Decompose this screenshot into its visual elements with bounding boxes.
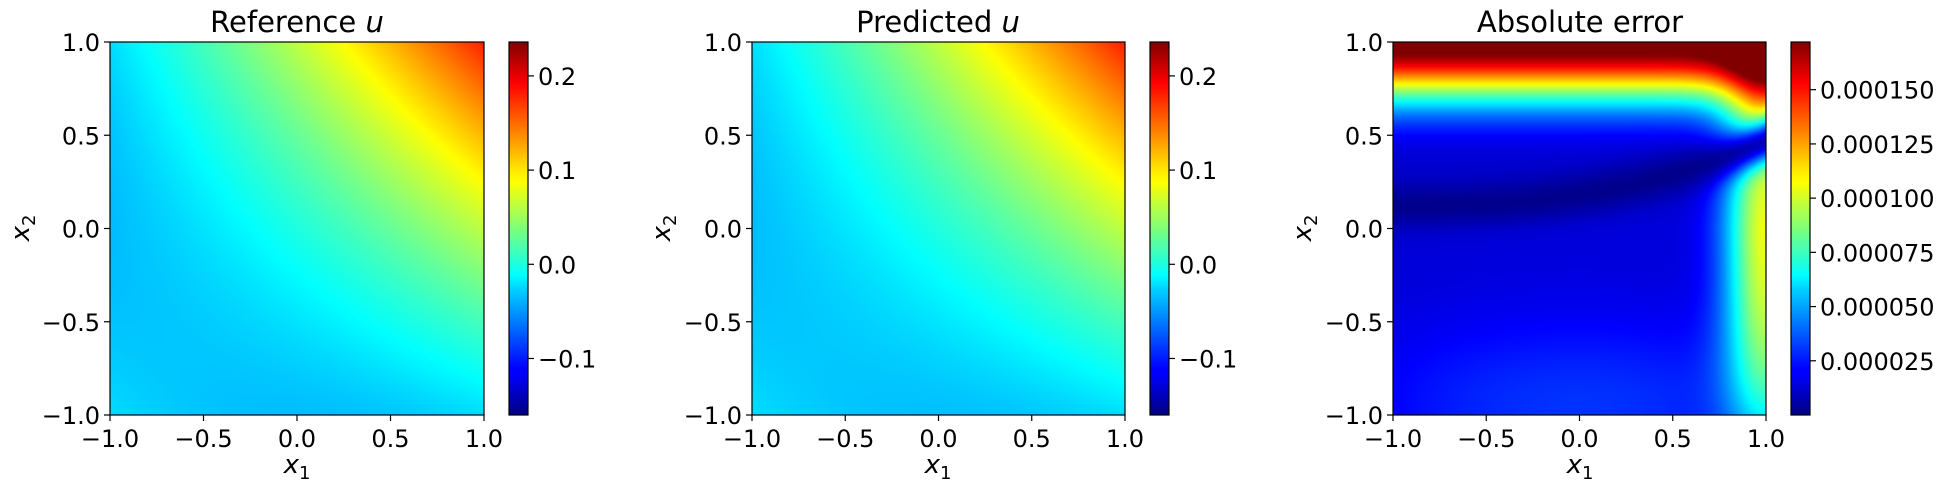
colorbar-tick-label: 0.000150 <box>1820 77 1935 105</box>
y-tick-label: 0.5 <box>704 122 742 150</box>
y-ticks: −1.0 −0.5 0.0 0.5 1.0 <box>42 29 110 430</box>
y-tick-label: 0.5 <box>62 122 100 150</box>
x-tick-label: −1.0 <box>723 425 781 453</box>
y-tick-label: 0.0 <box>704 216 742 244</box>
colorbar <box>1790 41 1811 416</box>
x-tick-label: 0.0 <box>919 425 957 453</box>
y-tick-label: 0.0 <box>62 216 100 244</box>
y-ticks: −1.0 −0.5 0.0 0.5 1.0 <box>684 29 752 430</box>
colorbar-ticks: 0.000025 0.000050 0.000075 0.000100 0.000125… <box>1810 77 1935 376</box>
x-tick-label: 1.0 <box>1106 425 1144 453</box>
x-tick-label: 1.0 <box>1747 425 1785 453</box>
x-tick-label: −1.0 <box>1364 425 1422 453</box>
y-tick-label: 1.0 <box>62 29 100 57</box>
x-axis-label: x1 <box>924 450 952 484</box>
colorbar-tick-label: 0.2 <box>1179 63 1217 91</box>
x-tick-label: 0.5 <box>371 425 409 453</box>
heatmap-image <box>1393 42 1766 415</box>
colorbar-tick-label: 0.000025 <box>1820 348 1935 376</box>
y-tick-label: −1.0 <box>1325 402 1383 430</box>
panel-absolute-error: Absolute error −1.0 −0.5 0.0 0.5 1.0 −1.0 −0.… <box>1288 5 1935 484</box>
x-tick-label: −0.5 <box>174 425 232 453</box>
y-tick-label: 0.0 <box>1345 216 1383 244</box>
colorbar <box>1149 41 1170 416</box>
x-ticks: −1.0 −0.5 0.0 0.5 1.0 <box>81 415 503 453</box>
x-tick-label: −1.0 <box>81 425 139 453</box>
x-ticks: −1.0 −0.5 0.0 0.5 1.0 <box>1364 415 1785 453</box>
x-tick-label: −0.5 <box>816 425 874 453</box>
colorbar-tick-label: 0.000075 <box>1820 239 1935 267</box>
y-tick-label: −1.0 <box>42 402 100 430</box>
colorbar-tick-label: 0.000100 <box>1820 185 1935 213</box>
y-axis-label: x2 <box>1288 215 1322 243</box>
y-ticks: −1.0 −0.5 0.0 0.5 1.0 <box>1325 29 1393 430</box>
panel-reference: Reference u −1.0 −0.5 0.0 0.5 1.0 −1.0 −0.5 0.… <box>6 5 596 484</box>
heatmap-image <box>110 42 484 415</box>
colorbar-ticks: −0.1 0.0 0.1 0.2 <box>1169 63 1237 373</box>
panel-title: Absolute error <box>1477 5 1683 39</box>
y-axis-label: x2 <box>647 215 681 243</box>
colorbar-tick-label: 0.000050 <box>1820 294 1935 322</box>
y-tick-label: −0.5 <box>42 309 100 337</box>
panel-predicted: Predicted u −1.0 −0.5 0.0 0.5 1.0 −1.0 −0.5 0.… <box>647 5 1237 484</box>
heatmap-image <box>752 42 1125 415</box>
y-tick-label: 1.0 <box>1345 29 1383 57</box>
x-tick-label: 0.0 <box>1560 425 1598 453</box>
x-tick-label: 0.5 <box>1013 425 1051 453</box>
colorbar-tick-label: 0.1 <box>1179 157 1217 185</box>
y-tick-label: −0.5 <box>684 309 742 337</box>
colorbar-tick-label: −0.1 <box>1179 345 1237 373</box>
y-tick-label: 1.0 <box>704 29 742 57</box>
colorbar-tick-label: 0.0 <box>1179 251 1217 279</box>
y-tick-label: −1.0 <box>684 402 742 430</box>
colorbar <box>508 41 529 416</box>
panel-title: Reference u <box>210 5 384 39</box>
colorbar-tick-label: 0.0 <box>538 251 576 279</box>
x-tick-label: 1.0 <box>465 425 503 453</box>
colorbar-tick-label: 0.2 <box>538 63 576 91</box>
colorbar-tick-label: 0.000125 <box>1820 131 1935 159</box>
colorbar-ticks: −0.1 0.0 0.1 0.2 <box>528 63 596 373</box>
x-tick-label: −0.5 <box>1457 425 1515 453</box>
y-tick-label: 0.5 <box>1345 122 1383 150</box>
x-axis-label: x1 <box>283 450 311 484</box>
panel-title: Predicted u <box>856 5 1020 39</box>
y-tick-label: −0.5 <box>1325 309 1383 337</box>
colorbar-tick-label: 0.1 <box>538 157 576 185</box>
x-tick-label: 0.5 <box>1654 425 1692 453</box>
x-axis-label: x1 <box>1566 450 1594 484</box>
x-ticks: −1.0 −0.5 0.0 0.5 1.0 <box>723 415 1144 453</box>
colorbar-tick-label: −0.1 <box>538 345 596 373</box>
y-axis-label: x2 <box>6 215 40 243</box>
x-tick-label: 0.0 <box>278 425 316 453</box>
